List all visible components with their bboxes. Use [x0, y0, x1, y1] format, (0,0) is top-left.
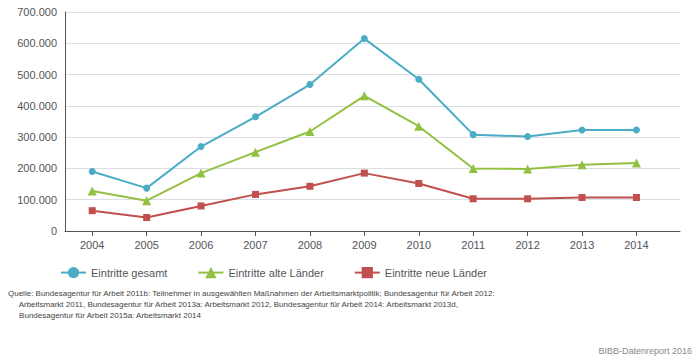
- svg-text:Quelle: Bundesagentur für Arbe: Quelle: Bundesagentur für Arbeit 2011b: …: [8, 289, 495, 298]
- svg-text:200.000: 200.000: [17, 162, 57, 174]
- svg-text:500.000: 500.000: [17, 69, 57, 81]
- svg-text:2007: 2007: [243, 239, 267, 251]
- svg-text:400.000: 400.000: [17, 100, 57, 112]
- svg-text:700.000: 700.000: [17, 6, 57, 18]
- svg-text:300.000: 300.000: [17, 131, 57, 143]
- svg-text:2012: 2012: [515, 239, 539, 251]
- svg-text:Eintritte gesamt: Eintritte gesamt: [91, 267, 167, 279]
- svg-text:2008: 2008: [298, 239, 322, 251]
- svg-text:Eintritte neue Länder: Eintritte neue Länder: [385, 267, 487, 279]
- svg-text:2010: 2010: [407, 239, 431, 251]
- svg-text:Bundesagentur für Arbeit 2015a: Bundesagentur für Arbeit 2015a: Arbeitsm…: [8, 311, 202, 320]
- svg-text:600.000: 600.000: [17, 37, 57, 49]
- svg-text:2014: 2014: [624, 239, 648, 251]
- svg-text:BIBB-Datenreport 2016: BIBB-Datenreport 2016: [598, 346, 692, 356]
- svg-text:0: 0: [51, 225, 57, 237]
- svg-text:Arbeitsmarkt 2011, Bundesagent: Arbeitsmarkt 2011, Bundesagentur für Arb…: [8, 300, 458, 309]
- svg-text:Eintritte alte Länder: Eintritte alte Länder: [228, 267, 324, 279]
- svg-text:2009: 2009: [352, 239, 376, 251]
- svg-text:100.000: 100.000: [17, 194, 57, 206]
- svg-text:2005: 2005: [134, 239, 158, 251]
- svg-text:2006: 2006: [189, 239, 213, 251]
- svg-text:2011: 2011: [461, 239, 485, 251]
- svg-text:2004: 2004: [80, 239, 104, 251]
- svg-text:2013: 2013: [570, 239, 594, 251]
